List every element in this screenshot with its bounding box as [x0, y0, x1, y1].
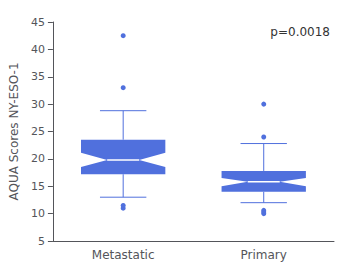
- svg-text:20: 20: [31, 152, 45, 165]
- svg-text:5: 5: [38, 235, 45, 248]
- svg-text:35: 35: [31, 70, 45, 83]
- svg-text:15: 15: [31, 180, 45, 193]
- svg-text:p=0.0018: p=0.0018: [270, 25, 330, 39]
- svg-text:AQUA Scores NY-ESO-1: AQUA Scores NY-ESO-1: [7, 62, 21, 200]
- svg-text:25: 25: [31, 125, 45, 138]
- svg-text:40: 40: [31, 43, 45, 56]
- svg-text:30: 30: [31, 98, 45, 111]
- svg-text:10: 10: [31, 207, 45, 220]
- svg-text:Primary: Primary: [241, 248, 287, 262]
- svg-text:Metastatic: Metastatic: [92, 248, 155, 262]
- svg-text:45: 45: [31, 16, 45, 29]
